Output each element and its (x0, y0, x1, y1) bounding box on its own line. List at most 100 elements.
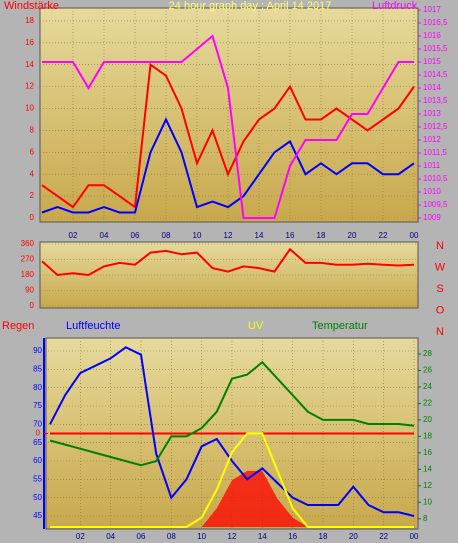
x-tick-label: 22 (379, 532, 388, 541)
y3-tick-label: 0 (36, 429, 41, 438)
series-line (41, 62, 415, 209)
y2-tick-label: 1015,5 (423, 44, 448, 53)
x-tick-label: 16 (286, 231, 295, 240)
series-line (41, 117, 415, 214)
x-tick-label: 14 (255, 231, 264, 240)
y-tick-label: 8 (30, 126, 35, 135)
direction-label: W (435, 261, 446, 273)
y2-tick-label: 1010,5 (423, 174, 448, 183)
y-tick-label: 90 (25, 286, 34, 295)
series-line (42, 34, 414, 219)
y-tick-label: 360 (21, 239, 35, 248)
x-tick-label: 18 (317, 231, 326, 240)
x-tick-label: 00 (410, 231, 419, 240)
y-tick-label: 10 (25, 104, 34, 113)
y-tick-label: 270 (21, 255, 35, 264)
y-axis-label: Windstärke (4, 0, 59, 12)
y2-tick-label: 1011 (423, 161, 441, 170)
x-tick-label: 08 (162, 231, 171, 240)
series-label: UV (248, 320, 264, 332)
x-tick-label: 14 (258, 532, 267, 541)
series-label: Luftfeuchte (66, 320, 120, 332)
x-tick-label: 00 (410, 532, 419, 541)
series-line (49, 360, 415, 467)
y2-tick-label: 1016 (423, 31, 441, 40)
y2-tick-label: 1013 (423, 109, 441, 118)
y2-tick-label: 22 (423, 399, 432, 408)
y2-tick-label: 1016,5 (423, 18, 448, 27)
y-tick-label: 50 (33, 493, 42, 502)
y-tick-label: 55 (33, 474, 42, 483)
x-tick-label: 16 (288, 532, 297, 541)
y2-tick-label: 1017 (423, 5, 441, 14)
y-tick-label: 4 (30, 169, 35, 178)
x-tick-label: 04 (100, 231, 109, 240)
series-line (50, 432, 414, 528)
series-line (49, 346, 415, 517)
y-tick-label: 18 (25, 16, 34, 25)
direction-label: N (436, 326, 444, 338)
x-tick-label: 04 (106, 532, 115, 541)
y-tick-label: 70 (33, 419, 42, 428)
x-tick-label: 02 (69, 231, 78, 240)
x-tick-label: 06 (131, 231, 140, 240)
y-tick-label: 60 (33, 456, 42, 465)
y2-tick-label: 26 (423, 366, 432, 375)
y2-tick-label: 1012 (423, 135, 441, 144)
x-tick-label: 22 (379, 231, 388, 240)
y2-tick-label: 1014,5 (423, 70, 448, 79)
y-tick-label: 16 (25, 38, 34, 47)
y-tick-label: 14 (25, 60, 34, 69)
x-tick-label: 20 (348, 231, 357, 240)
y-tick-label: 80 (33, 383, 42, 392)
x-tick-label: 06 (137, 532, 146, 541)
y2-tick-label: 1012,5 (423, 122, 448, 131)
y-tick-label: 90 (33, 346, 42, 355)
y-tick-label: 85 (33, 364, 42, 373)
x-tick-label: 18 (319, 532, 328, 541)
y2-tick-label: 18 (423, 431, 432, 440)
y2-tick-label: 20 (423, 415, 432, 424)
y2-tick-label: 1011,5 (423, 148, 447, 157)
x-tick-label: 02 (76, 532, 85, 541)
area (50, 470, 414, 527)
y-tick-label: 0 (30, 213, 35, 222)
x-tick-label: 20 (349, 532, 358, 541)
series-line (41, 247, 415, 277)
y-tick-label: 2 (30, 191, 35, 200)
y-tick-label: 6 (30, 147, 35, 156)
y2-tick-label: 10 (423, 497, 432, 506)
y-tick-label: 75 (33, 401, 42, 410)
y-tick-label: 180 (21, 270, 35, 279)
y2-tick-label: 1010 (423, 187, 441, 196)
y2-tick-label: 1013,5 (423, 96, 448, 105)
y-tick-label: 65 (33, 438, 42, 447)
direction-label: O (436, 304, 445, 316)
y2-axis-label: Luftdruck (372, 0, 418, 12)
y2-tick-label: 12 (423, 481, 432, 490)
chart-title: 24 hour graph day : April 14 2017 (169, 0, 332, 12)
x-tick-label: 08 (167, 532, 176, 541)
y2-tick-label: 1014 (423, 83, 441, 92)
y2-tick-label: 8 (423, 514, 428, 523)
x-tick-label: 10 (197, 532, 206, 541)
y-tick-label: 12 (25, 82, 34, 91)
y-tick-label: 0 (30, 301, 35, 310)
direction-label: N (436, 240, 444, 252)
y2-tick-label: 1015 (423, 57, 441, 66)
y-tick-label: 45 (33, 511, 42, 520)
y2-tick-label: 1009,5 (423, 200, 448, 209)
y2-tick-label: 1009 (423, 213, 441, 222)
series-label: Regen (2, 320, 34, 332)
y2-tick-label: 16 (423, 448, 432, 457)
series-label: Temperatur (312, 320, 368, 332)
direction-label: S (436, 283, 443, 295)
y2-tick-label: 14 (423, 464, 432, 473)
y2-tick-label: 28 (423, 349, 432, 358)
y2-tick-label: 24 (423, 382, 432, 391)
x-tick-label: 12 (228, 532, 237, 541)
x-tick-label: 12 (224, 231, 233, 240)
x-tick-label: 10 (193, 231, 202, 240)
